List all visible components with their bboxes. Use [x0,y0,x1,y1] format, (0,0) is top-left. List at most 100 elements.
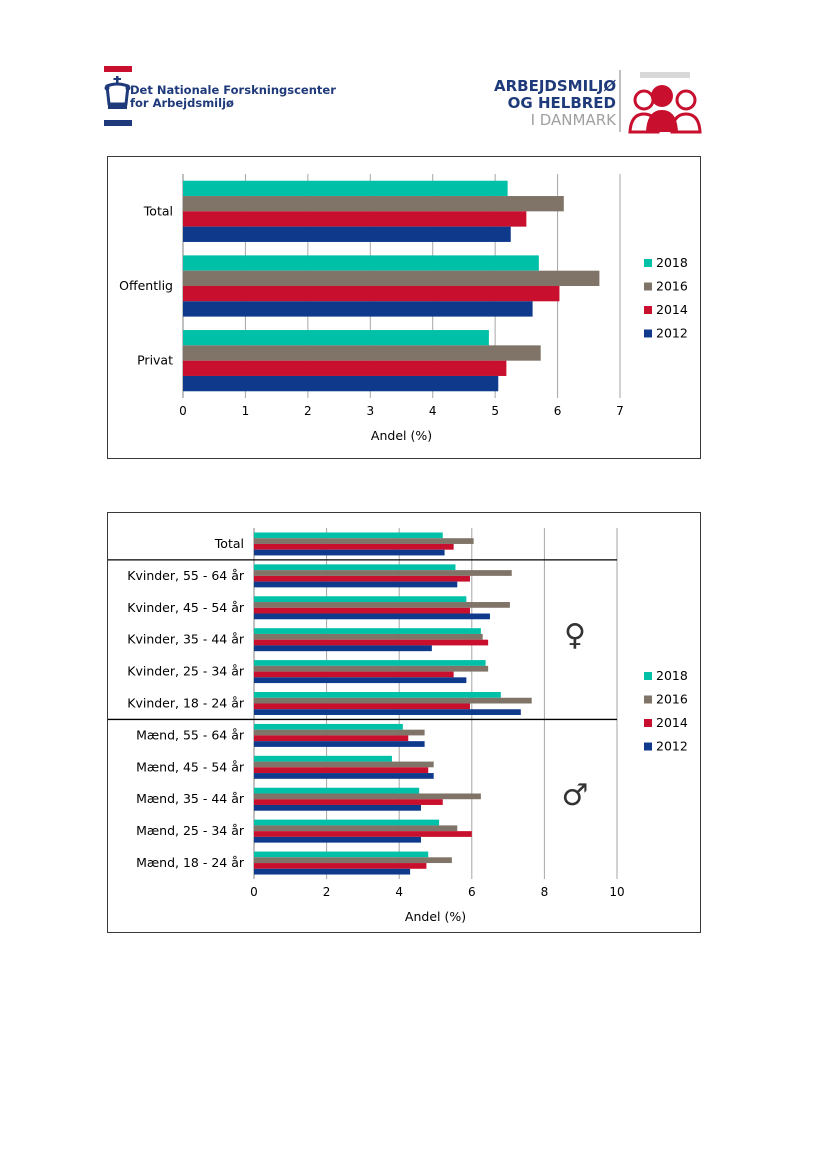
amh-logo [490,64,710,136]
nfa-logo-line1: Det Nationale Forskningscenter [130,83,336,97]
x-tick-label: 6 [468,885,476,899]
bar-2014 [254,735,409,742]
legend-label: 2012 [656,739,688,754]
bar-2012 [254,868,411,875]
x-tick-label: 10 [609,885,624,899]
nfa-logo-text: Det Nationale Forskningscenter for Arbej… [130,84,336,110]
chart-gender-age: 0 2 4 6 8 10 Andel (%) Total Kvinder, 55 - 64 år… [107,512,701,933]
x-tick-label: 2 [323,885,331,899]
bar-2012 [254,741,425,747]
category-label: Kvinder, 25 - 34 år [127,664,245,679]
bar-2012 [254,804,421,811]
bar-2016 [254,857,452,864]
flag-stripe-top [104,66,132,72]
bar-2016 [254,602,510,608]
x-tick-label: 4 [429,404,437,418]
bar-2014 [183,286,560,302]
bar-2014 [254,607,470,614]
bar-2016 [254,729,425,736]
bar-2018 [254,564,456,571]
bar-2014 [183,211,527,227]
bar-2016 [254,761,434,768]
legend-swatch-2016 [644,282,652,291]
amh-logo-line3: I DANMARK [530,111,616,129]
amh-logo-text: ARBEJDSMILJØ OG HELBRED I DANMARK [494,78,616,129]
x-tick-label: 1 [242,404,250,418]
bar-2012 [254,836,421,843]
bar-2016 [254,570,512,576]
legend-swatch-2014 [644,719,652,727]
x-tick-label: 0 [250,885,258,899]
bar-2014 [254,799,443,805]
bar-2014 [254,831,472,837]
bar-2018 [254,596,467,603]
bar-2016 [254,633,483,640]
category-label: Mænd, 25 - 34 år [136,823,245,838]
bar-2014 [254,543,454,550]
bar-2016 [254,793,481,800]
nfa-logo-line2: for Arbejdsmiljø [130,96,234,110]
flag-stripe-bottom [104,120,132,126]
female-symbol: ♀ [564,618,586,653]
bar-2016 [254,665,489,672]
category-label: Kvinder, 45 - 54 år [127,600,245,615]
bar-2012 [254,645,432,652]
category-label: Mænd, 55 - 64 år [136,727,245,742]
category-label: Total [143,203,173,218]
bar-2016 [183,196,564,212]
bar-2012 [183,375,499,392]
x-tick-label: 7 [616,404,624,418]
legend-label: 2018 [656,255,688,270]
people-icon [628,72,702,134]
bar-2018 [254,819,440,826]
bar-2014 [254,671,454,678]
x-axis-label: Andel (%) [371,428,432,443]
category-label: Kvinder, 18 - 24 år [127,696,245,711]
x-axis-label: Andel (%) [405,909,466,924]
chart-gender-age-svg: 0 2 4 6 8 10 Andel (%) Total Kvinder, 55 - 64 år… [108,528,688,924]
category-label: Kvinder, 35 - 44 år [127,632,245,647]
male-symbol: ♂ [562,778,589,813]
bar-2012 [183,301,533,317]
legend-label: 2012 [656,326,688,341]
nfa-logo [104,64,344,128]
bar-2016 [254,697,532,704]
chart-sector-svg: 0 1 2 3 4 5 6 7 Andel (%) Total Offentlig Privat 201… [119,174,688,443]
legend-swatch-2012 [644,329,652,338]
category-label: Offentlig [119,278,173,293]
bar-2014 [254,863,427,869]
legend-swatch-2018 [644,259,652,267]
category-label: Total [214,536,244,551]
legend-label: 2014 [656,715,688,730]
bar-2016 [254,825,458,832]
bar-2016 [183,345,541,361]
x-tick-label: 2 [304,404,312,418]
legend-label: 2016 [656,692,688,707]
category-label: Mænd, 45 - 54 år [136,759,245,774]
bar-2014 [254,639,489,646]
bar-2018 [183,330,489,346]
chart-sector: 0 1 2 3 4 5 6 7 Andel (%) Total Offentlig Privat 201… [107,156,701,459]
bar-2012 [183,226,511,242]
x-tick-label: 3 [366,404,374,418]
legend-swatch-2014 [644,306,652,314]
bar-2014 [254,767,429,774]
bar-2016 [183,270,600,286]
bar-2018 [254,851,429,858]
bar-2012 [254,613,490,620]
bar-2018 [254,755,392,762]
bar-2012 [254,709,521,715]
x-tick-label: 8 [541,885,549,899]
bar-2018 [254,692,501,698]
bar-2018 [183,255,539,271]
bar-2018 [254,628,481,634]
bar-2018 [254,532,443,539]
legend-label: 2018 [656,668,688,683]
category-label: Mænd, 35 - 44 år [136,791,245,806]
x-tick-label: 4 [395,885,403,899]
legend-swatch-2016 [644,695,652,704]
x-tick-label: 5 [491,404,499,418]
bar-2012 [254,677,467,684]
legend-swatch-2018 [644,672,652,680]
legend-label: 2016 [656,279,688,294]
